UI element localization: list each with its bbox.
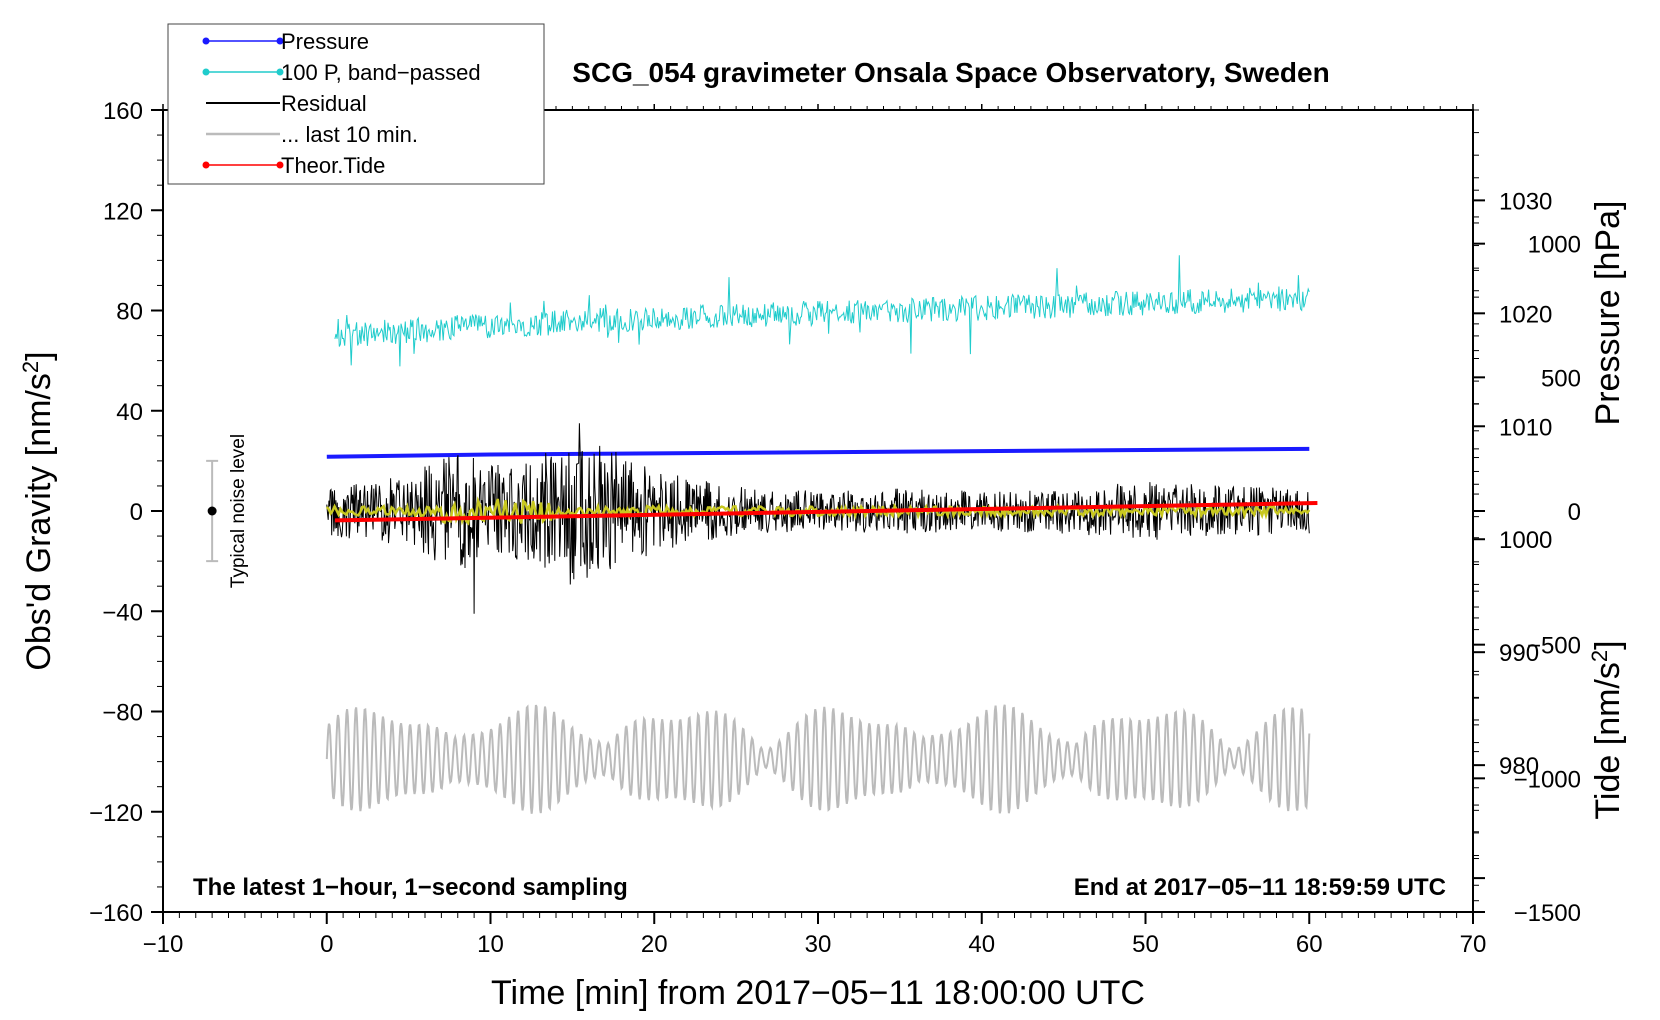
y-left-tick-label: 40 (116, 399, 143, 426)
y-pressure-tick-label: 1030 (1499, 188, 1552, 215)
x-tick-label: 20 (641, 931, 668, 958)
x-tick-label: 30 (805, 931, 832, 958)
legend-label: Pressure (281, 29, 369, 54)
legend-swatch-marker (276, 37, 284, 45)
last-10-min-series-line (325, 704, 1311, 814)
legend-label: Residual (281, 91, 367, 116)
y-axis-tide-label: Tide [nm/s2] (1587, 640, 1627, 819)
end-time-note: End at 2017−05−11 18:59:59 UTC (1074, 874, 1446, 901)
legend-label: ... last 10 min. (281, 122, 418, 147)
x-tick-label: 10 (477, 931, 504, 958)
y-left-tick-label: 120 (103, 198, 143, 225)
y-tide-tick-label: −500 (1527, 633, 1581, 660)
y-pressure-tick-label: 1010 (1499, 414, 1552, 441)
y-axis-left-label-end: ] (20, 351, 58, 360)
y-pressure-tick-label: 1000 (1499, 527, 1552, 554)
x-tick-label: 50 (1132, 931, 1159, 958)
legend-label: 100 P, band−passed (281, 60, 481, 85)
legend-swatch-marker (276, 68, 284, 76)
x-tick-label: 40 (968, 931, 995, 958)
axis-layer: −10 0 10 20 30 40 50 60 7016012080400−40−80−120−… (89, 98, 1581, 958)
legend-label: Theor.Tide (281, 153, 385, 178)
y-axis-tide-label-sup: 2 (1587, 650, 1612, 662)
y-axis-tide-label-main: Tide [nm/s (1589, 662, 1627, 819)
legend: Pressure 100 P, band−passed Residual ... la… (167, 23, 545, 185)
y-left-tick-label: 160 (103, 98, 143, 125)
y-axis-left-label: Obs'd Gravity [nm/s2] (18, 351, 58, 670)
theoretical-tide-line (334, 501, 1318, 523)
y-pressure-tick-label: 990 (1499, 640, 1539, 667)
noise-level-label: Typical noise level (228, 434, 249, 588)
sampling-note: The latest 1−hour, 1−second sampling (193, 874, 628, 901)
y-tide-tick-label: 1000 (1528, 232, 1581, 259)
x-tick-label: 70 (1460, 931, 1487, 958)
y-axis-tide-label-end: ] (1589, 640, 1627, 649)
y-pressure-tick-label: 1020 (1499, 301, 1552, 328)
y-axis-left-label-main: Obs'd Gravity [nm/s (20, 373, 58, 670)
legend-swatch-marker (202, 37, 210, 45)
legend-swatch-marker (276, 161, 284, 169)
y-left-tick-label: −40 (102, 599, 143, 626)
noise-bar-center-dot (207, 506, 217, 516)
legend-swatch-marker (202, 68, 210, 76)
x-tick-label: −10 (143, 931, 184, 958)
y-left-tick-label: −120 (89, 800, 143, 827)
chart-title: SCG_054 gravimeter Onsala Space Observat… (572, 57, 1329, 88)
y-axis-left-label-sup: 2 (18, 361, 43, 373)
bandpassed-series-line (334, 255, 1310, 367)
y-left-tick-label: 80 (116, 299, 143, 326)
y-left-tick-label: 0 (130, 499, 143, 526)
y-tide-tick-label: −1000 (1514, 766, 1581, 793)
y-tide-tick-label: −1500 (1514, 900, 1581, 927)
y-axis-pressure-label: Pressure [hPa] (1589, 201, 1627, 426)
legend-swatch-marker (202, 161, 210, 169)
y-tide-tick-label: 0 (1568, 499, 1581, 526)
x-tick-label: 0 (320, 931, 333, 958)
y-pressure-tick-label: 980 (1499, 753, 1539, 780)
x-tick-label: 60 (1296, 931, 1323, 958)
y-left-tick-label: −160 (89, 900, 143, 927)
y-tide-tick-label: 500 (1541, 365, 1581, 392)
y-left-tick-label: −80 (102, 700, 143, 727)
noise-level-indicator: Typical noise level (206, 434, 249, 588)
x-axis-label: Time [min] from 2017−05−11 18:00:00 UTC (491, 974, 1145, 1012)
series-layer (325, 255, 1318, 814)
pressure-series-line (326, 446, 1310, 459)
